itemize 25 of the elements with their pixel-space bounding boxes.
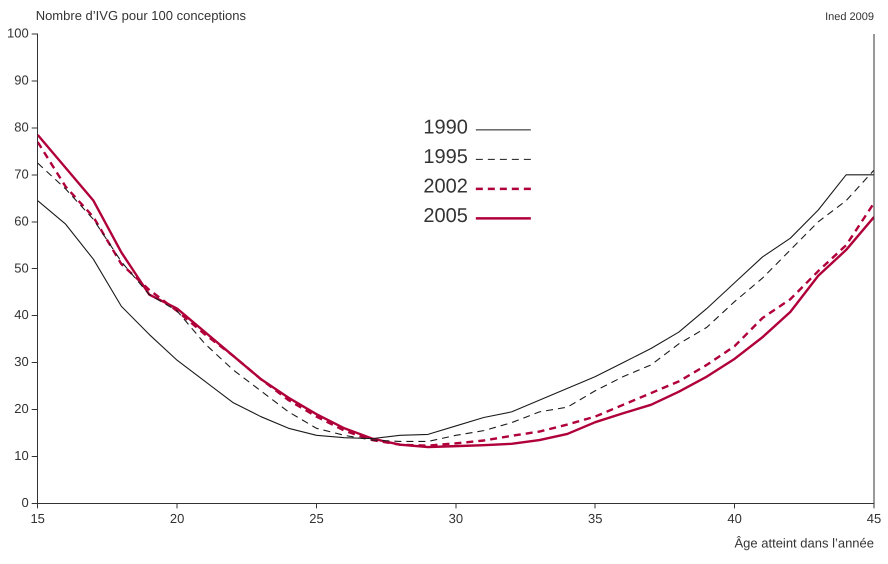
y-tick-label: 40 (14, 307, 29, 322)
y-tick-label: 50 (14, 260, 29, 276)
y-tick-label: 20 (14, 401, 29, 416)
legend-label: 1990 (423, 116, 468, 138)
y-tick-label: 60 (14, 213, 29, 228)
y-axis-title: Nombre d’IVG pour 100 conceptions (36, 8, 246, 23)
x-tick-label: 15 (30, 510, 45, 526)
legend-label: 2002 (423, 175, 468, 198)
y-tick-label: 0 (21, 494, 29, 510)
x-axis-title: Âge atteint dans l’année (734, 535, 874, 550)
x-tick-label: 40 (727, 510, 742, 526)
x-tick-label: 25 (309, 510, 324, 526)
y-tick-label: 80 (14, 119, 29, 134)
legend-label: 2005 (423, 204, 468, 227)
y-tick-label: 90 (14, 72, 29, 88)
x-tick-label: 35 (588, 510, 602, 526)
x-tick-label: 45 (866, 510, 882, 526)
text: Ined 2009 (825, 11, 874, 23)
legend-label: 1995 (423, 146, 468, 168)
y-tick-label: 100 (6, 26, 29, 41)
y-tick-label: 70 (14, 166, 29, 182)
x-tick-label: 20 (170, 510, 184, 526)
x-tick-label: 30 (448, 510, 464, 526)
y-tick-label: 30 (14, 354, 29, 370)
y-tick-label: 10 (14, 448, 29, 464)
